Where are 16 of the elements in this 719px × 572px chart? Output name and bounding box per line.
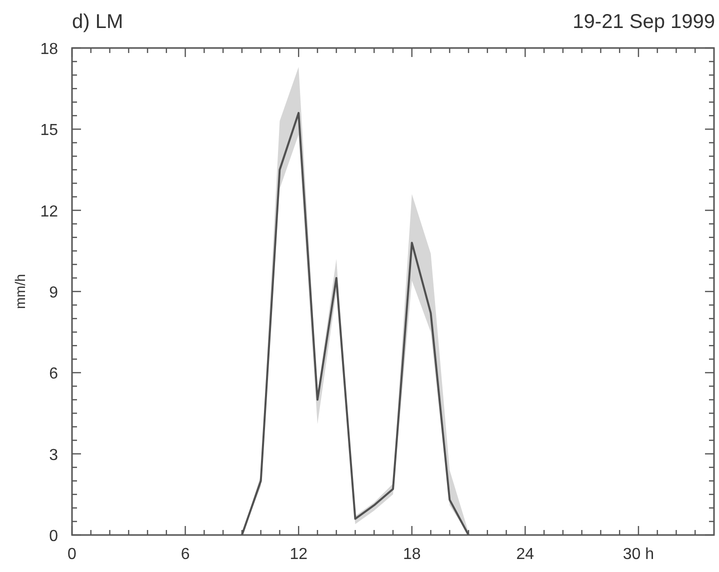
- y-tick-label: 9: [49, 284, 58, 302]
- y-tick-label: 6: [49, 366, 58, 383]
- y-tick-label: 12: [40, 203, 58, 220]
- y-tick-label: 15: [40, 122, 58, 140]
- x-tick-label: 18: [402, 546, 421, 563]
- x-tick-label: 30 h: [622, 546, 654, 563]
- x-tick-label: 6: [180, 546, 190, 563]
- chart-title: d) LM: [72, 11, 124, 33]
- y-tick-label: 18: [40, 41, 58, 58]
- y-tick-label: 3: [49, 446, 58, 464]
- y-axis-title: mm/h: [12, 274, 28, 309]
- y-tick-label: 0: [49, 528, 58, 545]
- x-tick-label: 24: [516, 546, 534, 563]
- chart-subtitle: 19-21 Sep 1999: [572, 11, 715, 33]
- x-tick-label: 12: [290, 546, 308, 563]
- x-tick-label: 0: [68, 546, 77, 563]
